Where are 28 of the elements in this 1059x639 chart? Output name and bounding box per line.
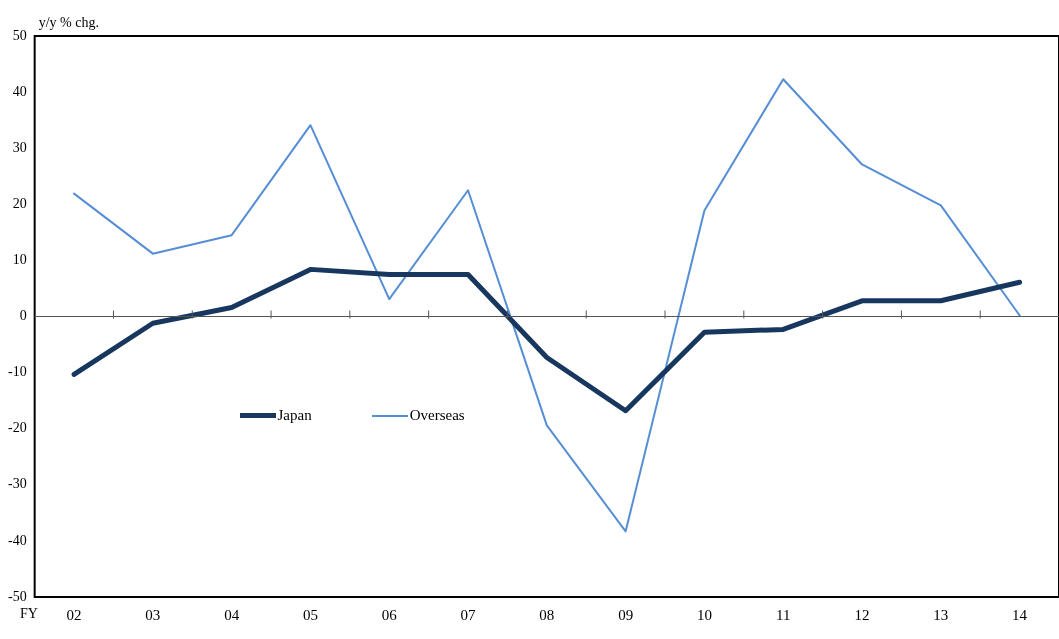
y-tick-label: 0 [19,308,27,324]
x-tick-label: 08 [539,606,555,623]
x-tick-label: 04 [224,606,240,623]
y-tick-label: -50 [7,588,27,604]
x-axis-title: FY [20,605,38,621]
y-tick-label: -30 [7,476,27,492]
x-tick-label: 12 [854,606,870,623]
y-tick-label: 20 [12,195,27,211]
y-tick-label: -10 [7,364,27,380]
x-tick-label: 09 [618,606,634,623]
y-tick-label: 10 [12,252,27,268]
legend-label: Japan [277,407,312,425]
x-tick-label: 10 [696,606,712,623]
x-tick-label: 05 [302,606,318,623]
x-tick-label: 11 [775,606,791,623]
y-tick-label: 30 [12,139,27,155]
y-axis-title: y/y % chg. [38,14,99,30]
y-tick-label: -40 [7,532,27,548]
y-tick-label: -20 [7,420,27,436]
x-tick-label: 14 [1012,606,1028,623]
x-tick-label: 07 [460,606,477,623]
x-tick-label: 03 [145,606,161,623]
y-tick-label: 40 [12,83,27,99]
x-tick-label: 06 [381,606,398,623]
x-tick-label: 13 [933,606,949,623]
y-tick-label: 50 [12,27,27,43]
legend-label: Overseas [409,407,465,425]
x-tick-label: 02 [66,606,82,623]
